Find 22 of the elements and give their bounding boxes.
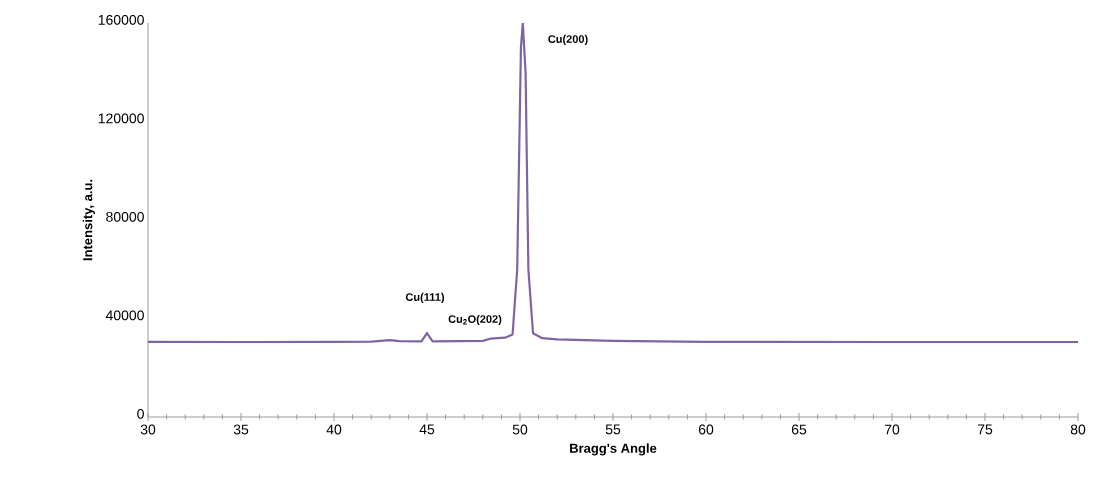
line-series bbox=[148, 23, 1078, 344]
annotation: Cu(111) bbox=[405, 292, 445, 304]
annotation: Cu(200) bbox=[548, 34, 588, 46]
y-tick-label: 160000 bbox=[98, 14, 144, 25]
annotation: Cu$_{2}$O(202) bbox=[448, 314, 502, 326]
y-tick-label: 120000 bbox=[98, 113, 144, 124]
x-tick-label: 80 bbox=[1070, 424, 1086, 435]
x-tick-label: 55 bbox=[605, 424, 621, 435]
y-tick-label: 40000 bbox=[105, 310, 144, 321]
x-tick-label: 50 bbox=[512, 424, 528, 435]
y-axis-title: Intensity, a.u. bbox=[82, 179, 95, 261]
x-axis-title: Bragg's Angle bbox=[570, 443, 657, 456]
x-tick-label: 30 bbox=[140, 424, 156, 435]
x-tick-label: 40 bbox=[326, 424, 342, 435]
x-tick-label: 70 bbox=[884, 424, 900, 435]
y-tick-label: 80000 bbox=[106, 211, 144, 222]
x-tick-label: 35 bbox=[233, 424, 249, 435]
x-tick-label: 65 bbox=[791, 424, 807, 435]
x-tick-label: 75 bbox=[977, 424, 993, 435]
x-tick-label: 45 bbox=[419, 424, 435, 435]
x-tick-label: 60 bbox=[698, 424, 714, 435]
y-tick-label: 0 bbox=[137, 408, 144, 419]
